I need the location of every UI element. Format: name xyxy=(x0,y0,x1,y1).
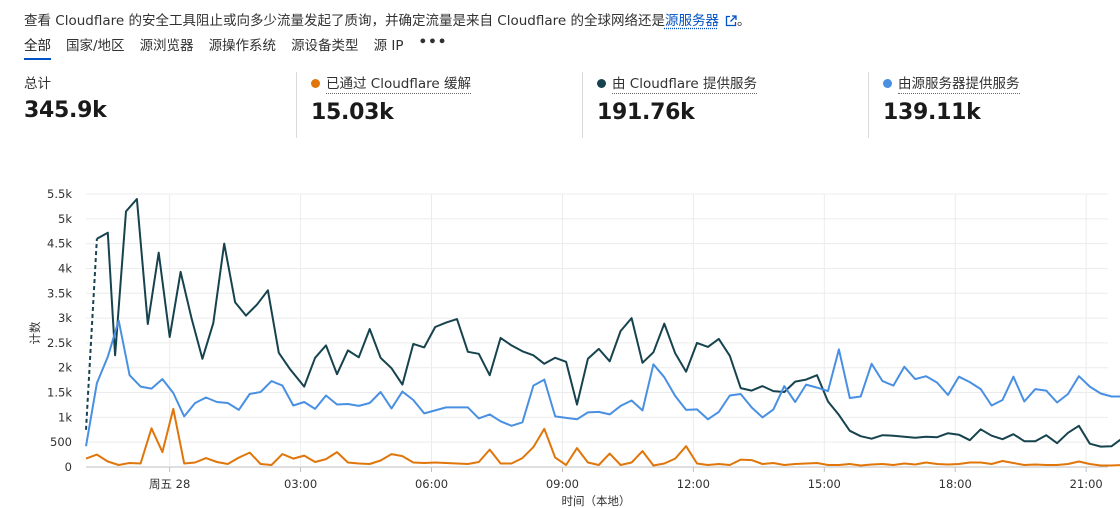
y-tick-label: 1.5k xyxy=(47,386,72,400)
stat-served-origin-value: 139.11k xyxy=(883,100,981,125)
tab-source-os[interactable]: 源操作系统 xyxy=(208,38,277,54)
stat-total: 总计 345.9k xyxy=(24,72,107,138)
y-tick-label: 3k xyxy=(58,311,72,325)
x-tick-label: 09:00 xyxy=(546,477,579,491)
y-tick-label: 5.5k xyxy=(47,187,72,201)
served-origin-legend-dot xyxy=(883,78,892,88)
description-text: 查看 Cloudflare 的安全工具阻止或向多少流量发起了质询，并确定流量是来… xyxy=(24,13,665,29)
dimension-tabs: 全部 国家/地区 源浏览器 源操作系统 源设备类型 源 IP ••• xyxy=(24,34,447,60)
tab-country[interactable]: 国家/地区 xyxy=(66,38,125,54)
x-tick-label: 06:00 xyxy=(415,477,448,491)
x-tick-label: 21:00 xyxy=(1070,477,1103,491)
stat-served-origin-label[interactable]: 由源服务器提供服务 xyxy=(898,72,1020,94)
tab-source-ip[interactable]: 源 IP xyxy=(373,38,404,54)
y-axis-title: 计数 xyxy=(28,321,42,344)
mitigated-legend-dot xyxy=(311,78,320,88)
mitigated-series-line[interactable] xyxy=(85,407,1120,467)
y-tick-label: 2k xyxy=(58,361,72,375)
y-tick-label: 4k xyxy=(58,261,72,275)
stat-total-value: 345.9k xyxy=(24,98,107,123)
x-tick-label: 03:00 xyxy=(284,477,317,491)
stat-served-cloudflare-label[interactable]: 由 Cloudflare 提供服务 xyxy=(612,72,757,94)
y-tick-label: 5k xyxy=(58,212,72,226)
more-tabs-button[interactable]: ••• xyxy=(418,34,448,50)
stat-mitigated-value: 15.03k xyxy=(311,100,394,125)
tab-source-browser[interactable]: 源浏览器 xyxy=(139,38,194,54)
y-tick-label: 3.5k xyxy=(47,286,72,300)
description-suffix: 。 xyxy=(736,13,751,29)
stat-mitigated-label[interactable]: 已通过 Cloudflare 缓解 xyxy=(326,72,471,94)
tab-all[interactable]: 全部 xyxy=(24,34,51,60)
external-link-icon[interactable] xyxy=(725,15,737,31)
description: 查看 Cloudflare 的安全工具阻止或向多少流量发起了质询，并确定流量是来… xyxy=(24,9,750,31)
served-cloudflare-series-dashed-segment xyxy=(85,238,98,430)
origin-server-link[interactable]: 源服务器 xyxy=(664,13,719,29)
x-tick-label: 12:00 xyxy=(677,477,710,491)
x-tick-label: 周五 28 xyxy=(149,477,190,491)
x-tick-label: 18:00 xyxy=(939,477,972,491)
stat-served-cloudflare: 由 Cloudflare 提供服务 191.76k xyxy=(582,72,757,138)
stat-mitigated: 已通过 Cloudflare 缓解 15.03k xyxy=(296,72,471,138)
y-tick-label: 1k xyxy=(58,410,72,424)
served-origin-series-line[interactable] xyxy=(85,319,1120,447)
served-cloudflare-legend-dot xyxy=(597,78,606,88)
stat-total-label: 总计 xyxy=(24,76,51,92)
x-axis-title: 时间（本地） xyxy=(562,494,631,508)
stat-served-cloudflare-value: 191.76k xyxy=(597,100,695,125)
x-tick-label: 15:00 xyxy=(808,477,841,491)
y-tick-label: 4.5k xyxy=(47,237,72,251)
y-tick-label: 0 xyxy=(65,460,72,474)
y-tick-label: 500 xyxy=(50,435,72,449)
stat-served-origin: 由源服务器提供服务 139.11k xyxy=(868,72,1020,138)
served-cloudflare-series-line[interactable] xyxy=(96,198,1120,448)
y-tick-label: 2.5k xyxy=(47,336,72,350)
tab-source-device[interactable]: 源设备类型 xyxy=(291,38,359,54)
